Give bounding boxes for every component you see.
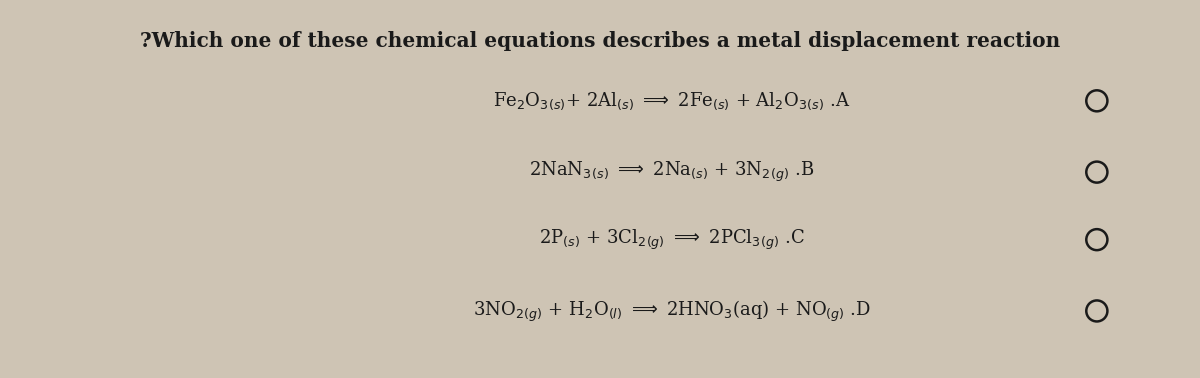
Text: 2P$_{(s)}$ + 3Cl$_2$$_{(g)}$ $\Longrightarrow$ 2PCl$_3$$_{(g)}$ .C: 2P$_{(s)}$ + 3Cl$_2$$_{(g)}$ $\Longright…: [539, 228, 805, 252]
Text: Fe$_2$O$_3$$_{(s)}$+ 2Al$_{(s)}$ $\Longrightarrow$ 2Fe$_{(s)}$ + Al$_2$O$_3$$_{(: Fe$_2$O$_3$$_{(s)}$+ 2Al$_{(s)}$ $\Longr…: [493, 90, 851, 112]
Text: 3NO$_2$$_{(g)}$ + H$_2$O$_{(l)}$ $\Longrightarrow$ 2HNO$_3$(aq) + NO$_{(g)}$ .D: 3NO$_2$$_{(g)}$ + H$_2$O$_{(l)}$ $\Longr…: [473, 298, 871, 324]
Text: 2NaN$_3$$_{(s)}$ $\Longrightarrow$ 2Na$_{(s)}$ + 3N$_2$$_{(g)}$ .B: 2NaN$_3$$_{(s)}$ $\Longrightarrow$ 2Na$_…: [529, 160, 815, 184]
Text: ?Which one of these chemical equations describes a metal displacement reaction: ?Which one of these chemical equations d…: [140, 31, 1060, 51]
